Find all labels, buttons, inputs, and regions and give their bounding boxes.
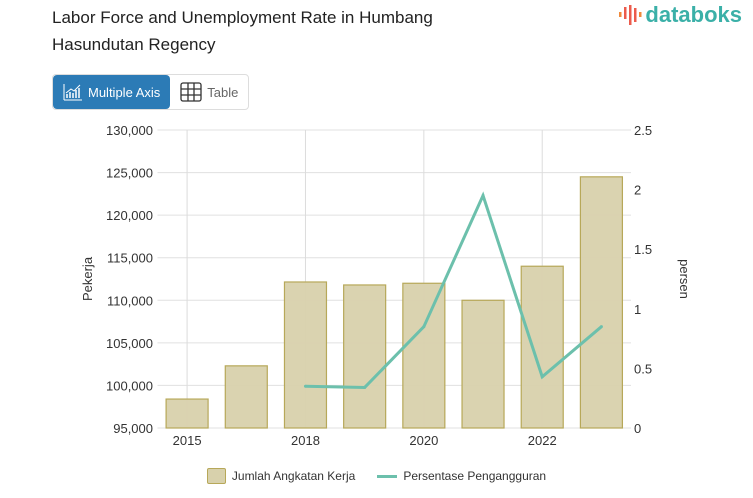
line-swatch	[377, 474, 398, 478]
y-right-tick-label: 1	[634, 302, 641, 317]
bar-2019	[343, 284, 387, 429]
y-right-tick-label: 2.5	[634, 123, 652, 138]
line-point-2018	[303, 384, 307, 388]
toolbar: Multiple Axis Table	[0, 74, 753, 110]
bar-2021	[461, 299, 505, 429]
multiple-axis-label: Multiple Axis	[88, 84, 161, 100]
bar-2023	[579, 176, 624, 429]
x-tick-label: 2020	[409, 433, 438, 448]
table-icon	[180, 82, 202, 102]
bar-2018	[283, 281, 328, 429]
y-left-tick-label: 130,000	[106, 123, 153, 138]
table-label: Table	[207, 84, 239, 100]
y-right-tick-label: 2	[634, 183, 641, 198]
y-left-tick-label: 100,000	[106, 378, 153, 393]
y-left-tick-label: 105,000	[106, 336, 153, 351]
y-right-tick-label: 0	[634, 421, 641, 436]
bar-2022	[520, 265, 564, 429]
y-left-axis-title: Pekerja	[80, 256, 95, 301]
databoks-logo-icon	[619, 5, 642, 25]
x-tick-label: 2022	[528, 433, 557, 448]
bar-2017	[224, 365, 268, 429]
y-right-tick-label: 1.5	[634, 242, 652, 257]
y-left-tick-label: 125,000	[106, 166, 153, 181]
bar-2020	[402, 282, 446, 429]
table-button[interactable]: Table	[170, 75, 248, 109]
y-left-tick-label: 95,000	[113, 421, 153, 436]
bar-2015	[165, 398, 209, 429]
legend-item-unemployment[interactable]: Persentase Pengangguran	[377, 468, 546, 484]
y-left-tick-label: 120,000	[106, 208, 153, 223]
y-left-tick-label: 115,000	[107, 251, 153, 266]
legend-item-labor-force[interactable]: Jumlah Angkatan Kerja	[206, 468, 356, 484]
legend: Jumlah Angkatan Kerja Persentase Pengang…	[0, 468, 753, 484]
line-point-2022	[540, 375, 544, 379]
databoks-logo[interactable]: databoks	[618, 2, 742, 28]
multiple-axis-button[interactable]: Multiple Axis	[53, 75, 171, 109]
chart-icon	[63, 84, 82, 101]
line-point-2019	[363, 385, 367, 389]
y-right-axis-title: persen	[677, 259, 692, 299]
bar-swatch	[206, 468, 226, 484]
line-point-2021	[481, 194, 485, 198]
view-toggle: Multiple Axis Table	[52, 74, 250, 110]
brand-name: databoks	[645, 2, 742, 27]
line-point-2020	[422, 325, 426, 329]
chart-area: 95,000 100,000 105,000 110,000 115,000 120,00…	[80, 123, 692, 448]
legend-label: Persentase Pengangguran	[403, 469, 547, 483]
chart-title: Labor Force and Unemployment Rate in Hum…	[52, 8, 433, 54]
line-point-2023	[599, 325, 603, 329]
unemployment-line	[305, 191, 603, 389]
y-left-tick-label: 110,000	[107, 293, 153, 308]
y-right-tick-label: 0.5	[634, 361, 652, 376]
x-tick-label: 2015	[173, 433, 202, 448]
legend-label: Jumlah Angkatan Kerja	[231, 469, 356, 483]
header: Labor Force and Unemployment Rate in Hum…	[0, 0, 753, 74]
x-tick-label: 2018	[291, 433, 320, 448]
